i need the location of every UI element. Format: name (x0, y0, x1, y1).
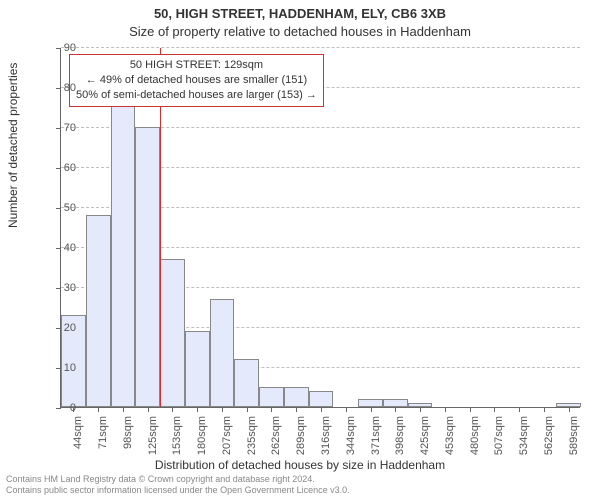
x-tick-label: 180sqm (196, 416, 208, 456)
y-tick-label: 60 (46, 162, 76, 174)
x-tick-mark (321, 407, 322, 412)
x-tick-label: 507sqm (493, 416, 505, 456)
footer-line2: Contains public sector information licen… (6, 485, 350, 496)
histogram-bar (259, 387, 284, 407)
x-tick-label: 98sqm (122, 416, 134, 456)
x-tick-label: 534sqm (518, 416, 530, 456)
x-tick-label: 153sqm (171, 416, 183, 456)
x-tick-label: 262sqm (270, 416, 282, 456)
x-axis-label: Distribution of detached houses by size … (0, 458, 600, 472)
x-tick-label: 453sqm (444, 416, 456, 456)
x-tick-label: 480sqm (469, 416, 481, 456)
histogram-bar (210, 299, 235, 407)
x-tick-label: 589sqm (568, 416, 580, 456)
x-tick-label: 344sqm (345, 416, 357, 456)
x-tick-label: 207sqm (221, 416, 233, 456)
x-tick-mark (172, 407, 173, 412)
histogram-bar (383, 399, 408, 407)
x-tick-mark (420, 407, 421, 412)
y-tick-label: 10 (46, 362, 76, 374)
x-tick-label: 289sqm (295, 416, 307, 456)
x-tick-label: 235sqm (246, 416, 258, 456)
annotation-line1: 50 HIGH STREET: 129sqm (76, 58, 317, 73)
x-tick-mark (544, 407, 545, 412)
x-tick-mark (296, 407, 297, 412)
y-tick-label: 80 (46, 82, 76, 94)
histogram-bar (309, 391, 334, 407)
x-tick-mark (494, 407, 495, 412)
chart-title-line1: 50, HIGH STREET, HADDENHAM, ELY, CB6 3XB (0, 6, 600, 21)
histogram-bar (234, 359, 259, 407)
x-tick-mark (470, 407, 471, 412)
y-tick-label: 90 (46, 42, 76, 54)
histogram-bar (358, 399, 383, 407)
marker-annotation: 50 HIGH STREET: 129sqm ← 49% of detached… (69, 54, 324, 107)
x-tick-label: 371sqm (370, 416, 382, 456)
y-tick-label: 50 (46, 202, 76, 214)
histogram-bar (160, 259, 185, 407)
footer-line1: Contains HM Land Registry data © Crown c… (6, 474, 350, 485)
x-tick-label: 398sqm (394, 416, 406, 456)
x-tick-mark (148, 407, 149, 412)
histogram-bar (86, 215, 111, 407)
chart-subtitle: Size of property relative to detached ho… (0, 24, 600, 39)
x-tick-mark (271, 407, 272, 412)
histogram-bar (111, 87, 136, 407)
x-tick-mark (346, 407, 347, 412)
chart-container: 50, HIGH STREET, HADDENHAM, ELY, CB6 3XB… (0, 0, 600, 500)
y-tick-label: 40 (46, 242, 76, 254)
x-tick-label: 425sqm (419, 416, 431, 456)
y-axis-label: Number of detached properties (6, 63, 20, 228)
x-tick-mark (395, 407, 396, 412)
x-tick-mark (197, 407, 198, 412)
x-tick-mark (123, 407, 124, 412)
x-tick-label: 44sqm (72, 416, 84, 456)
x-tick-mark (371, 407, 372, 412)
x-tick-label: 71sqm (97, 416, 109, 456)
x-tick-mark (222, 407, 223, 412)
histogram-bar (284, 387, 309, 407)
x-tick-label: 125sqm (147, 416, 159, 456)
x-tick-mark (445, 407, 446, 412)
annotation-line3: 50% of semi-detached houses are larger (… (76, 88, 317, 103)
plot-area: 50 HIGH STREET: 129sqm ← 49% of detached… (60, 48, 580, 408)
x-tick-mark (519, 407, 520, 412)
attribution-footer: Contains HM Land Registry data © Crown c… (6, 474, 350, 496)
y-tick-label: 20 (46, 322, 76, 334)
y-tick-label: 0 (46, 402, 76, 414)
histogram-bar (185, 331, 210, 407)
x-tick-mark (247, 407, 248, 412)
x-tick-mark (98, 407, 99, 412)
x-tick-mark (569, 407, 570, 412)
annotation-line2: ← 49% of detached houses are smaller (15… (76, 73, 317, 88)
x-tick-label: 316sqm (320, 416, 332, 456)
y-tick-label: 30 (46, 282, 76, 294)
x-tick-label: 562sqm (543, 416, 555, 456)
y-tick-label: 70 (46, 122, 76, 134)
histogram-bar (135, 127, 160, 407)
grid-line (61, 47, 580, 48)
